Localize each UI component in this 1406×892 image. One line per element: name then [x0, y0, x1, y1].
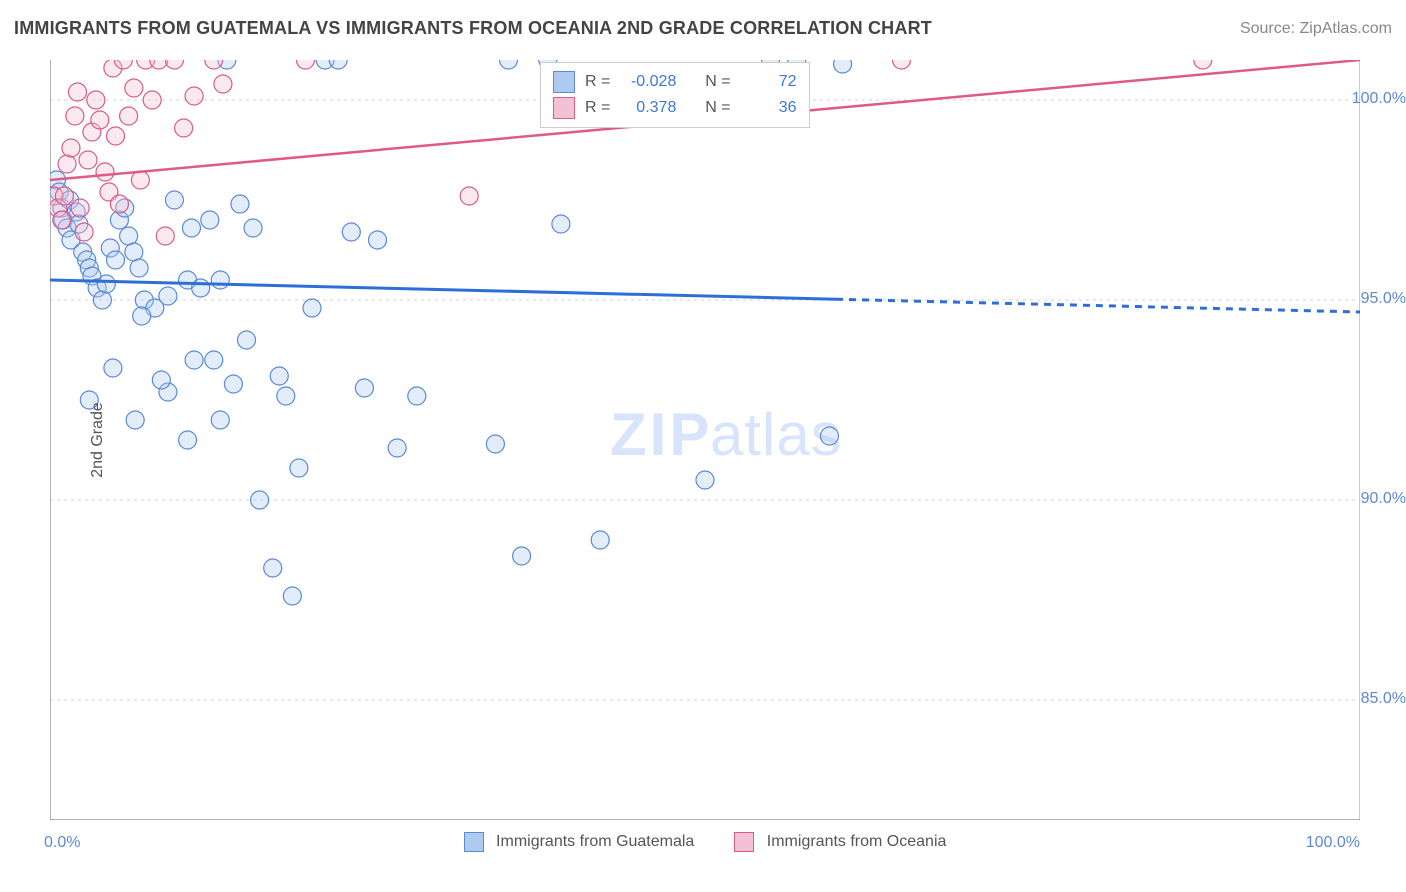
- stats-r-0: -0.028: [620, 69, 676, 95]
- chart-svg: [50, 60, 1360, 820]
- stats-label-n: N =: [705, 95, 730, 121]
- stats-r-1: 0.378: [620, 95, 676, 121]
- stats-label-r: R =: [585, 69, 610, 95]
- y-tick-label: 85.0%: [1346, 690, 1406, 708]
- legend-item-1: Immigrants from Oceania: [734, 832, 946, 852]
- legend-swatch-0: [464, 832, 484, 852]
- y-tick-label: 100.0%: [1346, 90, 1406, 108]
- legend-label-1: Immigrants from Oceania: [767, 833, 947, 850]
- chart-title: IMMIGRANTS FROM GUATEMALA VS IMMIGRANTS …: [14, 18, 932, 39]
- stats-swatch-1: [553, 97, 575, 119]
- stats-n-1: 36: [741, 95, 797, 121]
- y-axis-label: 2nd Grade: [89, 402, 107, 478]
- legend-item-0: Immigrants from Guatemala: [464, 832, 695, 852]
- plot-area: ZIP atlas 2nd Grade R = -0.028 N = 72 R …: [50, 60, 1360, 820]
- y-tick-label: 95.0%: [1346, 290, 1406, 308]
- stats-label-r: R =: [585, 95, 610, 121]
- legend-swatch-1: [734, 832, 754, 852]
- source-label: Source: ZipAtlas.com: [1240, 20, 1392, 38]
- stats-swatch-0: [553, 71, 575, 93]
- legend-label-0: Immigrants from Guatemala: [496, 833, 694, 850]
- stats-row-0: R = -0.028 N = 72: [553, 69, 797, 95]
- stats-legend-box: R = -0.028 N = 72 R = 0.378 N = 36: [540, 62, 810, 128]
- bottom-legend: Immigrants from Guatemala Immigrants fro…: [50, 832, 1360, 852]
- y-tick-label: 90.0%: [1346, 490, 1406, 508]
- stats-label-n: N =: [705, 69, 730, 95]
- stats-row-1: R = 0.378 N = 36: [553, 95, 797, 121]
- stats-n-0: 72: [741, 69, 797, 95]
